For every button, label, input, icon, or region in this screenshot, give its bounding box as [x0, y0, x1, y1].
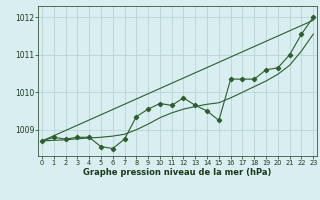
X-axis label: Graphe pression niveau de la mer (hPa): Graphe pression niveau de la mer (hPa) — [84, 168, 272, 177]
